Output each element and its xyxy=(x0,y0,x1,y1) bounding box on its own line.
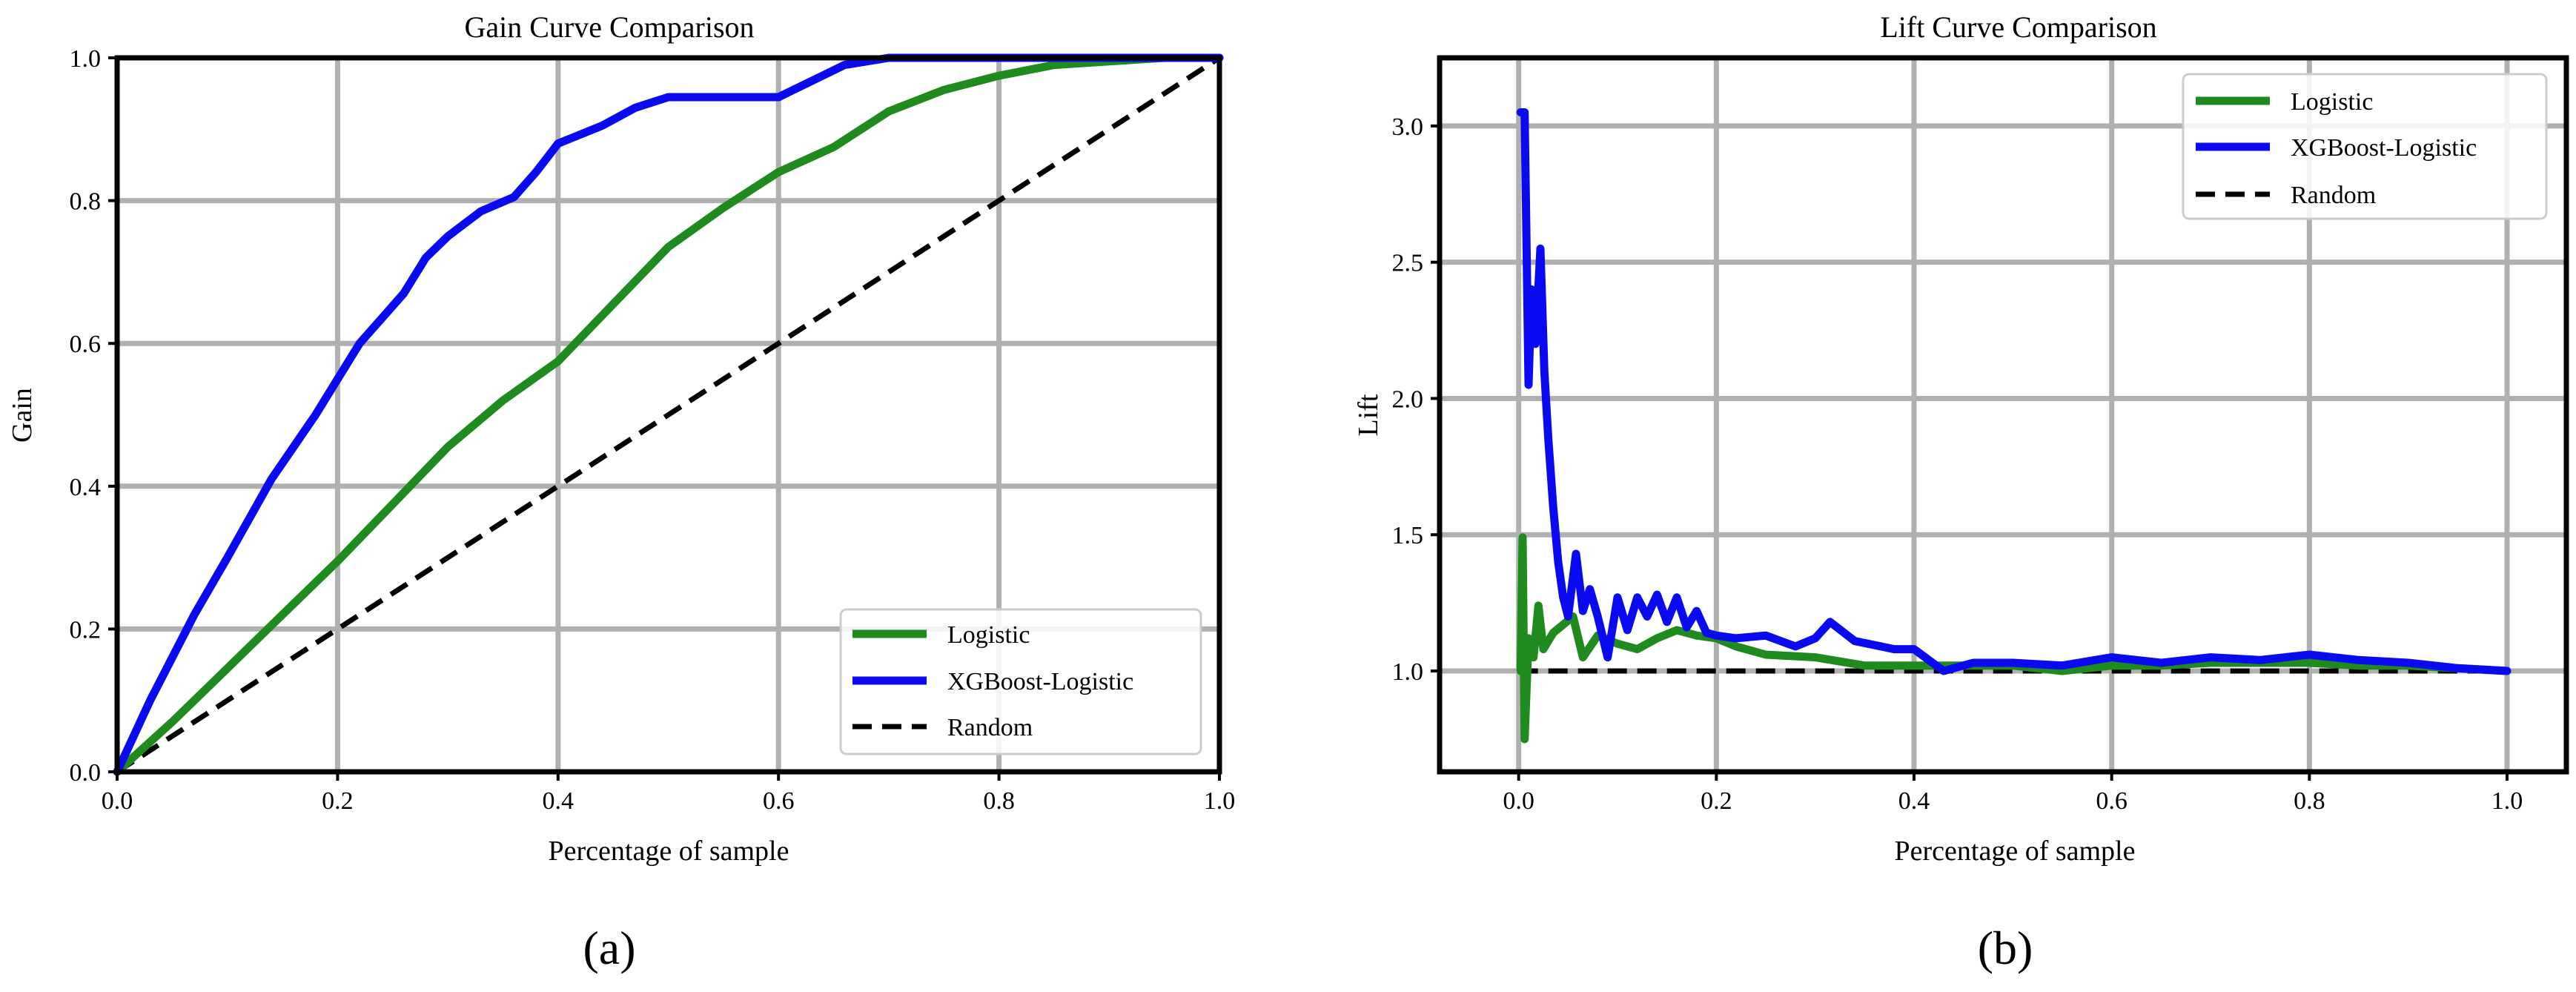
gain-y-tick-label-5: 1.0 xyxy=(70,45,102,73)
lift-x-axis-label: Percentage of sample xyxy=(1895,836,2136,867)
lift-series-group xyxy=(1516,108,2512,744)
lift-x-tick-label-4: 0.8 xyxy=(2294,787,2325,815)
gain-legend-label-xgboost: XGBoost-Logistic xyxy=(947,668,1133,695)
gain-y-tick-label-0: 0.0 xyxy=(70,759,102,787)
lift-legend-box xyxy=(2182,73,2548,220)
gain-x-tick-label-4: 0.8 xyxy=(983,787,1015,815)
lift-chart-title: Lift Curve Comparison xyxy=(1880,10,2156,44)
lift-series-xgboost-logistic xyxy=(1516,108,2512,675)
gain-y-tick-label-1: 0.2 xyxy=(70,616,102,644)
gain-plot-frame xyxy=(114,55,1222,775)
gain-y-axis-label: Gain xyxy=(7,388,38,443)
gain-y-tick-label-2: 0.4 xyxy=(70,474,102,501)
gain-legend-box xyxy=(839,608,1202,755)
lift-legend: Logistic XGBoost-Logistic Random xyxy=(2182,73,2548,220)
lift-y-tick-label-4: 3.0 xyxy=(1392,113,1424,141)
lift-chart: Lift Curve Comparison 0.0 0.2 0.4 0.6 0.8 1.0… xyxy=(1353,10,2569,974)
lift-y-axis-label: Lift xyxy=(1353,394,1384,436)
lift-y-tick-label-1: 1.5 xyxy=(1392,522,1424,549)
gain-x-tick-label-5: 1.0 xyxy=(1204,787,1236,815)
gain-y-tick-label-4: 0.8 xyxy=(70,188,102,216)
gain-series-group xyxy=(113,53,1224,776)
lift-x-tick-label-5: 1.0 xyxy=(2491,787,2523,815)
gain-legend: Logistic XGBoost-Logistic Random xyxy=(839,608,1202,755)
lift-legend-label-xgboost: XGBoost-Logistic xyxy=(2291,134,2477,162)
panel-label-a: (a) xyxy=(583,922,635,974)
lift-y-tick-label-2: 2.0 xyxy=(1392,386,1424,413)
gain-chart-title: Gain Curve Comparison xyxy=(464,10,754,44)
gain-legend-label-logistic: Logistic xyxy=(947,621,1030,649)
gain-x-tick-label-1: 0.2 xyxy=(322,787,354,815)
lift-x-tick-label-3: 0.6 xyxy=(2096,787,2128,815)
lift-ticks: 0.0 0.2 0.4 0.6 0.8 1.0 1.0 1.5 2.0 2.5 3.0 xyxy=(1392,113,2523,815)
gain-ticks: 0.0 0.2 0.4 0.6 0.8 1.0 0.0 0.2 0.4 0.6 0.8 1.0 xyxy=(70,45,1236,815)
lift-legend-label-logistic: Logistic xyxy=(2291,88,2373,116)
gain-x-tick-label-0: 0.0 xyxy=(102,787,133,815)
gain-series-random xyxy=(116,56,1221,774)
gain-x-tick-label-2: 0.4 xyxy=(543,787,575,815)
gain-series-xgboost-logistic xyxy=(113,53,1224,776)
gain-y-tick-label-3: 0.6 xyxy=(70,331,102,358)
gain-legend-label-random: Random xyxy=(947,714,1033,741)
gain-series-logistic xyxy=(113,53,1224,776)
lift-x-tick-label-1: 0.2 xyxy=(1701,787,1732,815)
lift-plot-frame xyxy=(1437,55,2569,775)
lift-series-logistic xyxy=(1516,533,2512,744)
lift-x-tick-label-2: 0.4 xyxy=(1898,787,1930,815)
lift-y-tick-label-0: 1.0 xyxy=(1392,658,1424,686)
lift-legend-label-random: Random xyxy=(2291,182,2376,209)
panel-label-b: (b) xyxy=(1978,922,2033,974)
gain-x-axis-label: Percentage of sample xyxy=(549,836,789,867)
gain-x-tick-label-3: 0.6 xyxy=(763,787,795,815)
lift-grid xyxy=(1440,58,2566,772)
lift-y-tick-label-3: 2.5 xyxy=(1392,250,1424,277)
lift-x-tick-label-0: 0.0 xyxy=(1503,787,1534,815)
gain-chart: Gain Curve Comparison 0.0 0.2 0.4 0.6 0.8 1.0… xyxy=(7,10,1235,974)
